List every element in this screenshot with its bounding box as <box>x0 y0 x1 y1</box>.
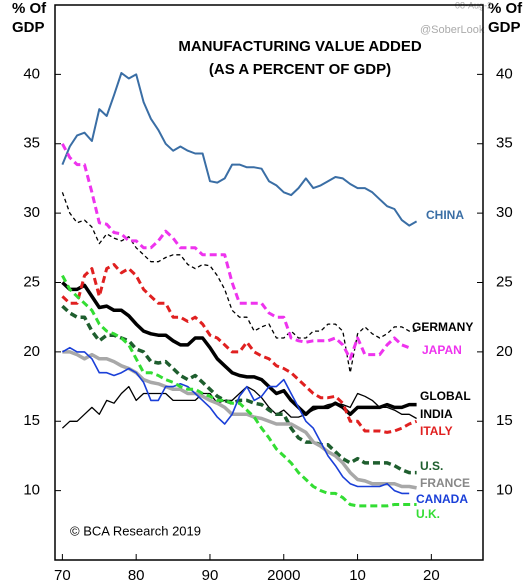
x-tick-label: 2000 <box>267 567 300 584</box>
series-line <box>61 72 418 227</box>
series-line <box>61 192 417 374</box>
y2-tick-label: 35 <box>496 135 513 152</box>
plot-frame <box>54 4 484 561</box>
chart-subtitle: (AS A PERCENT OF GDP) <box>209 61 391 78</box>
y2-axis-label: GDP <box>488 19 521 36</box>
y2-tick-label: 30 <box>496 204 513 221</box>
series-line <box>61 263 418 434</box>
x-tick-label: 80 <box>128 567 145 584</box>
series-label: CHINA <box>426 208 464 222</box>
y-tick-label: 35 <box>23 135 40 152</box>
series-label: INDIA <box>420 407 453 421</box>
credit: © BCA Research 2019 <box>70 523 201 538</box>
series-line <box>61 281 417 417</box>
x-tick-label: 90 <box>202 567 219 584</box>
y-tick-label: 10 <box>23 482 40 499</box>
series-label: JAPAN <box>422 343 462 357</box>
y-axis-label: % Of <box>12 0 47 17</box>
y-tick-label: 15 <box>23 412 40 429</box>
y2-tick-label: 20 <box>496 343 513 360</box>
y2-tick-label: 10 <box>496 482 513 499</box>
chart-title: MANUFACTURING VALUE ADDED <box>178 38 421 55</box>
watermark: @SoberLook <box>420 24 485 36</box>
series-label: U.K. <box>416 507 440 521</box>
x-tick-label: 20 <box>423 567 440 584</box>
x-tick-label: 70 <box>54 567 71 584</box>
series-line <box>61 385 417 429</box>
x-tick-label: 10 <box>349 567 366 584</box>
series-line <box>61 143 410 361</box>
y-axis-label: GDP <box>12 19 45 36</box>
series-label: GLOBAL <box>420 389 471 403</box>
y2-tick-label: 15 <box>496 412 513 429</box>
y2-tick-label: 25 <box>496 273 513 290</box>
series-line <box>61 304 417 475</box>
y-tick-label: 40 <box>23 65 40 82</box>
series-line <box>61 274 417 508</box>
series-line <box>62 346 410 495</box>
y2-tick-label: 40 <box>496 65 513 82</box>
series-label: CANADA <box>416 492 468 506</box>
series-label: ITALY <box>420 424 453 438</box>
series-label: FRANCE <box>420 476 470 490</box>
series-line <box>62 350 417 490</box>
y-tick-label: 30 <box>23 204 40 221</box>
y2-axis-label: % Of <box>488 0 523 17</box>
series-label: GERMANY <box>412 320 473 334</box>
y-tick-label: 25 <box>23 273 40 290</box>
y-tick-label: 20 <box>23 343 40 360</box>
series-label: U.S. <box>420 459 443 473</box>
